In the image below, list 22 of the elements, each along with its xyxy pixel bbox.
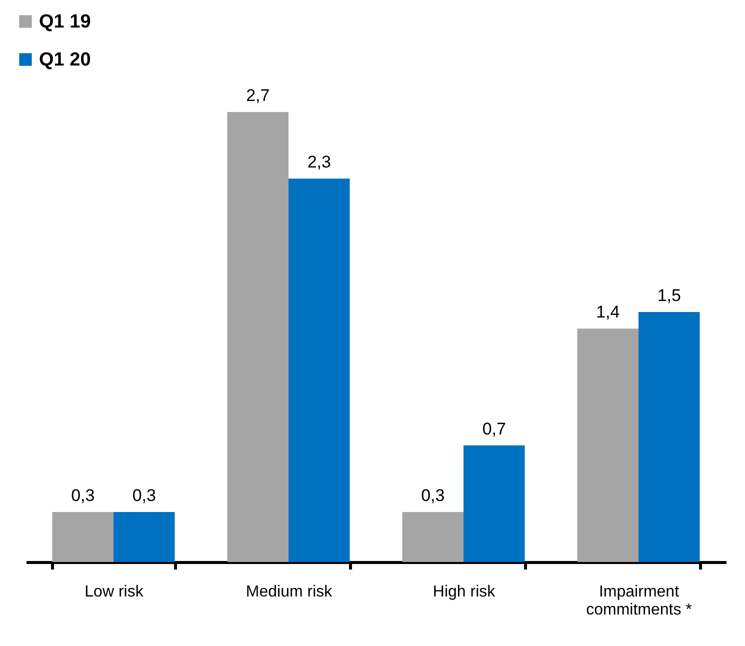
data-label: 1,5 xyxy=(657,286,681,305)
bar xyxy=(288,178,350,562)
legend-label: Q1 20 xyxy=(39,50,91,70)
bar xyxy=(464,445,525,562)
data-label: 0,3 xyxy=(71,486,95,505)
x-tick-label: High risk xyxy=(432,584,496,600)
data-label: 2,7 xyxy=(246,86,270,105)
x-tick-label: Low risk xyxy=(84,584,144,600)
bar xyxy=(114,512,175,562)
legend-label: Q1 19 xyxy=(39,12,91,32)
x-tick-label: Impairment commitments * xyxy=(586,584,692,618)
data-label: 0,3 xyxy=(421,486,445,505)
bar xyxy=(638,312,700,562)
x-tick-label: Medium risk xyxy=(246,584,334,600)
data-label: 1,4 xyxy=(596,302,620,322)
bar xyxy=(227,112,288,562)
bar xyxy=(402,512,464,562)
data-label: 0,7 xyxy=(482,419,506,438)
data-label: 0,3 xyxy=(132,486,156,505)
data-label: 2,3 xyxy=(307,152,331,172)
bar xyxy=(577,328,638,562)
bar xyxy=(52,512,114,562)
